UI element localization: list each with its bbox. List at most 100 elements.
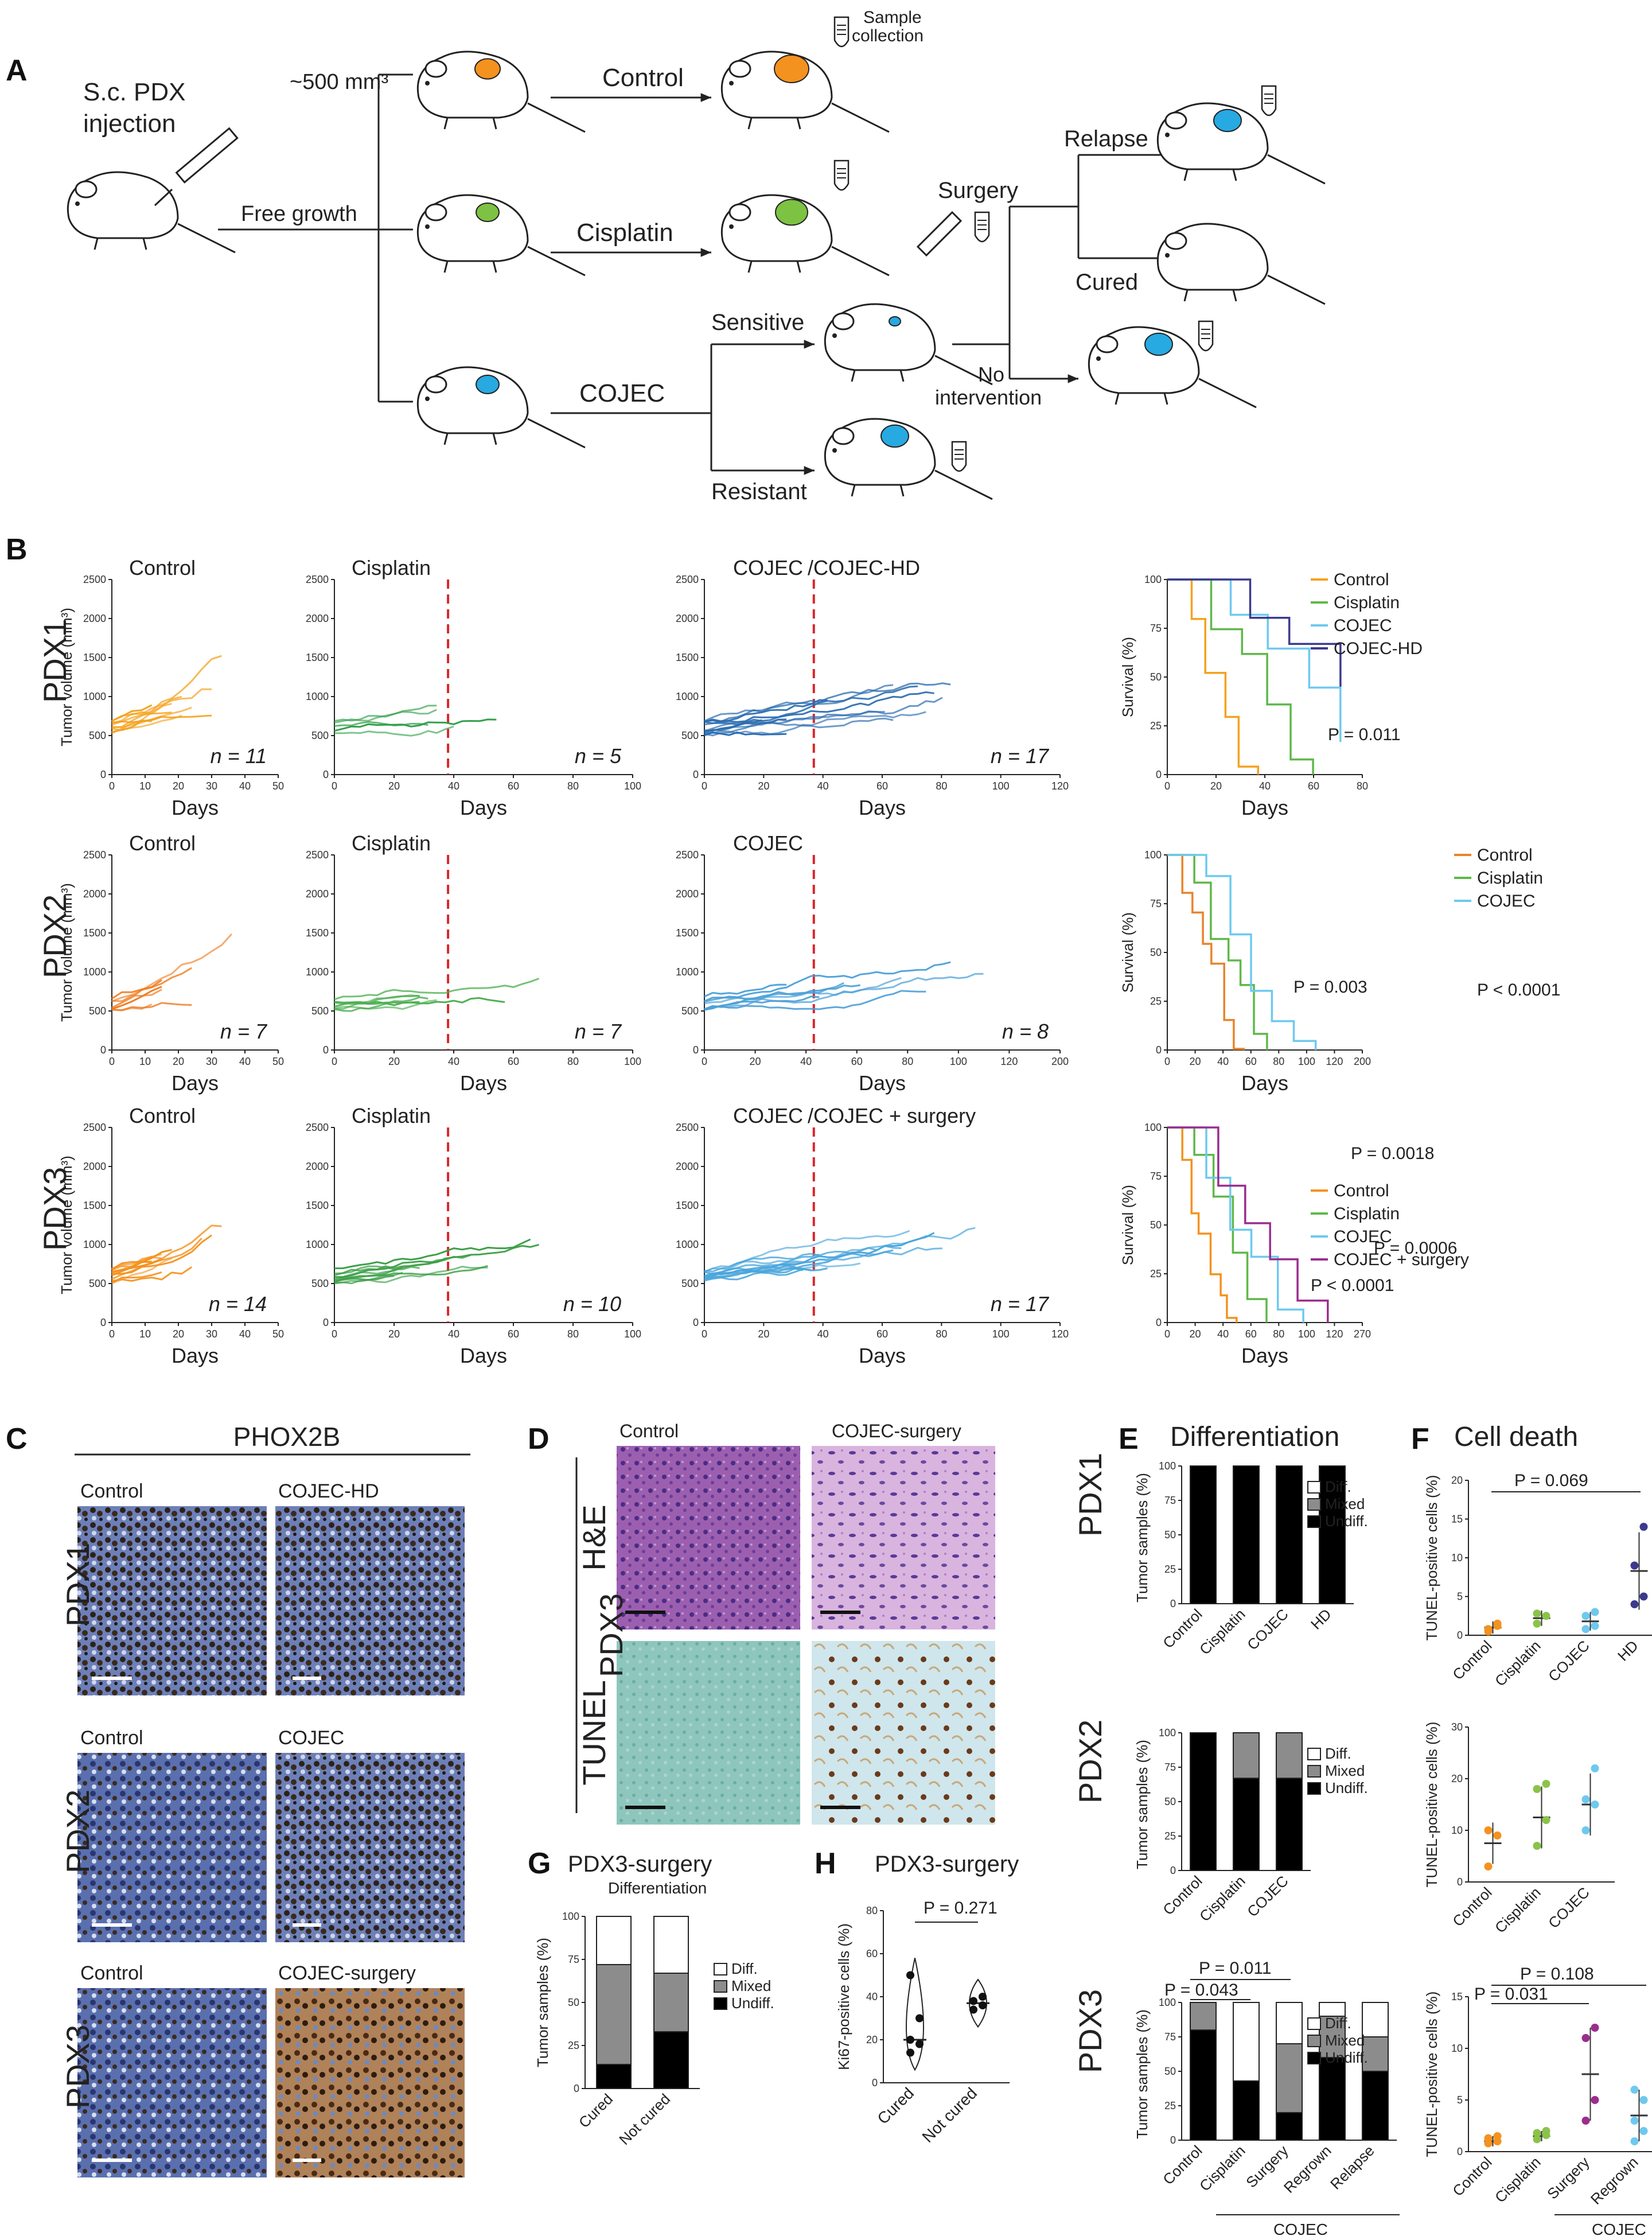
category-label: Control [1449,2153,1495,2199]
y-tick-label: 5 [1457,2094,1463,2106]
tumor-curve [111,933,232,1002]
y-tick-label: 2500 [306,574,329,585]
mouse-cisplatin-end [720,194,890,277]
p-value: P = 0.011 [1199,1959,1272,1978]
tumor-curve [334,1265,488,1281]
x-axis-label: Days [859,796,906,819]
y-tick-label: 0 [100,1317,106,1328]
x-tick-label: 30 [206,1328,217,1340]
p-value: P < 0.0001 [1311,1276,1394,1295]
y-axis-label: Survival (%) [1119,912,1136,993]
y-tick-label: 50 [1164,1529,1176,1541]
mouse-legs [1115,392,1168,405]
data-point [1581,1795,1590,1803]
x-tick-label: 20 [173,780,184,792]
tumor-curve [111,979,162,1000]
survival-curve [1167,854,1245,1050]
x-tick-label: 30 [206,780,217,792]
legend-label: Cisplatin [1477,869,1543,888]
mouse-ear [424,60,447,78]
y-tick-label: 100 [1159,1727,1176,1739]
category-label: Not cured [918,2084,980,2146]
n-label: n = 7 [575,1020,622,1043]
data-point [1493,1621,1502,1630]
y-tick-label: 1500 [306,652,329,663]
arrowhead-icon [804,466,815,475]
x-tick-label: 20 [758,780,769,792]
x-tick-label: 80 [902,1056,913,1067]
data-point [1533,2135,1541,2144]
bar-segment [1276,1732,1303,1779]
bar-segment [1190,2029,1217,2141]
tumor-curve [111,1234,212,1275]
mouse-ear [1164,111,1187,130]
category-label: Cisplatin [1491,2153,1544,2206]
resistant-label: Resistant [711,479,807,504]
legend-swatch [714,1963,727,1975]
y-axis-label: Tumor volume (mm³) [58,883,75,1022]
y-tick-label: 20 [1451,1475,1463,1486]
legend-label: Control [1334,570,1389,589]
survival-curve [1167,1126,1268,1323]
mouse-legs [851,484,905,497]
data-point [1591,1800,1599,1809]
data-point [1484,1625,1493,1634]
g-title: PDX3-surgery [568,1852,712,1877]
no-intervention-label-2: intervention [935,386,1042,409]
growth-chart-pdx2-0: 0 500 1000 1500 2000 2500 0 10 20 30 40 50 Days Tumor… [58,831,284,1095]
y-tick-label: 0 [323,769,329,780]
mouse-eye [1165,253,1170,258]
panel-a: A S.c. PDX injection Free growth ~500 mm³ Con… [6,8,1326,504]
bar-segment [596,1916,632,1965]
tunel-chart-2: 0 5 10 15 TUNEL-positive cells (%) ControlCis… [1423,1965,1652,2238]
mouse-tail [934,469,993,500]
category-label: Cisplatin [1196,1872,1249,1925]
x-tick-label: 200 [1051,1056,1069,1067]
data-point [1542,1816,1550,1824]
y-tick-label: 25 [1164,2100,1176,2111]
p-value: P = 0.011 [1328,725,1401,744]
sample-tube-icon [951,441,967,472]
mouse-sensitive [824,303,993,386]
row-label: PDX2 [60,1790,96,1873]
bar-segment [1276,2112,1303,2141]
panel-h: H PDX3-surgery 0 20 40 60 80 Ki67-positive cell… [815,1847,1019,2146]
bar-segment [653,1973,689,2032]
x-tick-label: 20 [388,1056,400,1067]
x-tick-label: 120 [1051,780,1069,792]
y-axis-label: TUNEL-positive cells (%) [1423,1992,1440,2157]
y-axis-label: TUNEL-positive cells (%) [1423,1475,1440,1641]
y-tick-label: 10 [1451,1552,1463,1564]
n-label: n = 11 [211,744,267,768]
x-tick-label: 80 [936,780,947,792]
tumor-curve [111,1004,153,1012]
ihc-image [275,1753,465,1942]
mouse-eye [729,81,734,85]
x-tick-label: 40 [1259,780,1271,792]
g-subtitle: Differentiation [608,1879,707,1897]
growth-chart-pdx3-0: 0 500 1000 1500 2000 2500 0 10 20 30 40 50 Days Tumor… [58,1104,284,1367]
tumor-curve [111,989,162,1002]
survival-curve [1167,1126,1304,1323]
y-tick-label: 2500 [83,1122,106,1133]
chart-title: COJEC [733,556,803,580]
y-tick-label: 500 [681,1278,699,1289]
y-tick-label: 50 [1150,1219,1162,1231]
panel-letter-e: E [1119,1422,1139,1456]
legend-label: Control [1477,846,1533,865]
x-tick-label: 0 [109,1056,115,1067]
data-point [1581,2034,1590,2042]
category-label: Regrown [1587,2153,1642,2208]
y-tick-label: 100 [1159,1460,1176,1472]
tumor-curve [334,994,420,1010]
y-tick-label: 1000 [676,966,699,978]
growth-chart-pdx2-2: 0 500 1000 1500 2000 2500 0 20 40 60 80 100 120 200 Da… [676,831,1069,1095]
data-point [1630,1561,1639,1570]
category-label: Control [1449,1884,1495,1930]
mouse-eye [1096,356,1101,361]
x-tick-label: 0 [702,780,707,792]
mouse-cojec [416,366,586,449]
sample-label-1: Sample [863,8,922,27]
x-axis-label: Days [859,1344,906,1367]
